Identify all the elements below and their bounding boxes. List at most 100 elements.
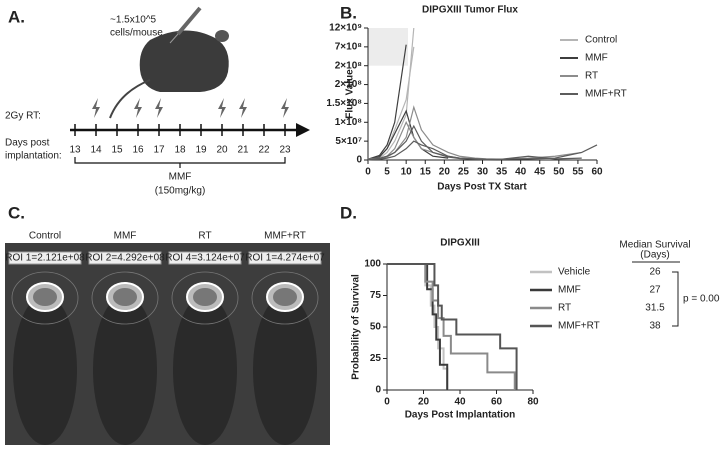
treatment-label: MMF xyxy=(169,172,192,183)
signal-core xyxy=(273,288,297,306)
radiation-bolt xyxy=(239,98,247,118)
x-tick-label: 45 xyxy=(534,167,546,178)
legend-label: RT xyxy=(585,71,598,82)
cell-dose: ~1.5x10^5 xyxy=(110,15,157,26)
flux-line xyxy=(367,109,449,161)
y-tick-label: 50 xyxy=(370,322,382,333)
x-tick-label: 0 xyxy=(384,397,390,408)
radiation-bolt xyxy=(92,98,100,118)
legend-label: MMF+RT xyxy=(558,321,600,332)
roi-circle xyxy=(11,271,79,325)
median-value: 26 xyxy=(649,267,661,278)
day-label: 21 xyxy=(237,145,249,156)
cell-dose: cells/mouse xyxy=(110,28,163,39)
image-label: MMF+RT xyxy=(264,231,306,242)
survival-curve xyxy=(387,263,516,390)
flux-line xyxy=(367,44,407,160)
treatment-label: (150mg/kg) xyxy=(155,186,206,197)
day-label: 13 xyxy=(69,145,81,156)
image-label: Control xyxy=(29,231,61,242)
day-label: 20 xyxy=(216,145,228,156)
radiation-bolt xyxy=(155,98,163,118)
day-label: 19 xyxy=(195,145,207,156)
day-label: 14 xyxy=(90,145,102,156)
y-tick-label: 0 xyxy=(375,385,381,396)
chart-title: DIPGXIII Tumor Flux xyxy=(422,5,518,16)
y-tick-label: 25 xyxy=(370,353,382,364)
image-label: RT xyxy=(198,231,211,242)
legend-label: RT xyxy=(558,303,571,314)
mouse-body xyxy=(173,295,237,445)
legend-label: Control xyxy=(585,35,617,46)
signal-core xyxy=(113,288,137,306)
roi-box xyxy=(88,251,162,265)
timeline-arrow xyxy=(296,123,310,137)
mouse-body xyxy=(253,295,317,445)
legend-label: MMF xyxy=(558,285,581,296)
day-label: 15 xyxy=(111,145,123,156)
x-axis-label: Days Post TX Start xyxy=(437,182,527,193)
median-value: 31.5 xyxy=(645,303,665,314)
y-tick-label: 2×10⁸ xyxy=(335,60,363,71)
y-tick-label: 5×10⁷ xyxy=(335,136,362,147)
day-label: 17 xyxy=(153,145,165,156)
day-label: 23 xyxy=(279,145,291,156)
roi-label: ROI 1=4.274e+07 xyxy=(245,253,325,264)
x-tick-label: 55 xyxy=(572,167,584,178)
median-header: Median Survival xyxy=(619,240,690,251)
x-tick-label: 30 xyxy=(477,167,489,178)
roi-label: ROI 1=2.121e+08 xyxy=(5,253,85,264)
roi-box xyxy=(248,251,322,265)
roi-label: ROI 4=3.124e+07 xyxy=(165,253,245,264)
median-value: 27 xyxy=(649,285,661,296)
signal-core xyxy=(33,288,57,306)
roi-circle xyxy=(91,271,159,325)
image-label: MMF xyxy=(114,231,137,242)
days-label: Days post xyxy=(5,138,50,149)
x-tick-label: 20 xyxy=(439,167,451,178)
roi-label: ROI 2=4.292e+08 xyxy=(85,253,165,264)
days-label: implantation: xyxy=(5,151,62,162)
x-tick-label: 50 xyxy=(553,167,565,178)
panel-label: D. xyxy=(340,203,357,222)
axis-break-region xyxy=(368,28,408,66)
legend-label: MMF+RT xyxy=(585,89,627,100)
x-tick-label: 40 xyxy=(454,397,466,408)
p-bracket xyxy=(672,271,679,327)
legend-label: MMF xyxy=(585,53,608,64)
y-axis-label: Probability of Survival xyxy=(351,274,362,380)
median-header: (Days) xyxy=(640,250,669,261)
day-label: 22 xyxy=(258,145,270,156)
mouse-body xyxy=(93,295,157,445)
y-tick-label: 12×10⁹ xyxy=(329,23,362,34)
mouse-illustration xyxy=(109,6,229,119)
panel-label: A. xyxy=(8,7,25,26)
survival-curve xyxy=(387,263,449,390)
x-tick-label: 0 xyxy=(365,167,371,178)
y-tick-label: 7×10⁸ xyxy=(335,41,363,52)
y-axis-label: Flux Value xyxy=(345,69,356,119)
treatment-bracket xyxy=(74,157,286,168)
x-tick-label: 40 xyxy=(515,167,527,178)
roi-circle xyxy=(251,271,319,325)
y-tick-label: 100 xyxy=(364,259,381,270)
mouse-body xyxy=(13,295,77,445)
chart-title: DIPGXIII xyxy=(440,238,480,249)
day-label: 16 xyxy=(132,145,144,156)
x-axis-label: Days Post Implantation xyxy=(405,410,516,421)
x-tick-label: 20 xyxy=(418,397,430,408)
x-tick-label: 60 xyxy=(491,397,503,408)
radiation-bolt xyxy=(218,98,226,118)
x-tick-label: 5 xyxy=(384,167,390,178)
signal-core xyxy=(193,288,217,306)
y-tick-label: 1×10⁸ xyxy=(335,117,363,128)
radiation-bolt xyxy=(134,98,142,118)
y-tick-label: 75 xyxy=(370,290,382,301)
roi-box xyxy=(168,251,242,265)
bioluminescence-image: ROI 1=2.121e+08 ROI 2=4.292e+08 ROI 4=3.12… xyxy=(5,243,330,445)
p-value: p = 0.006 xyxy=(683,294,720,305)
radiation-bolt xyxy=(281,98,289,118)
legend-label: Vehicle xyxy=(558,267,591,278)
x-tick-label: 10 xyxy=(401,167,413,178)
